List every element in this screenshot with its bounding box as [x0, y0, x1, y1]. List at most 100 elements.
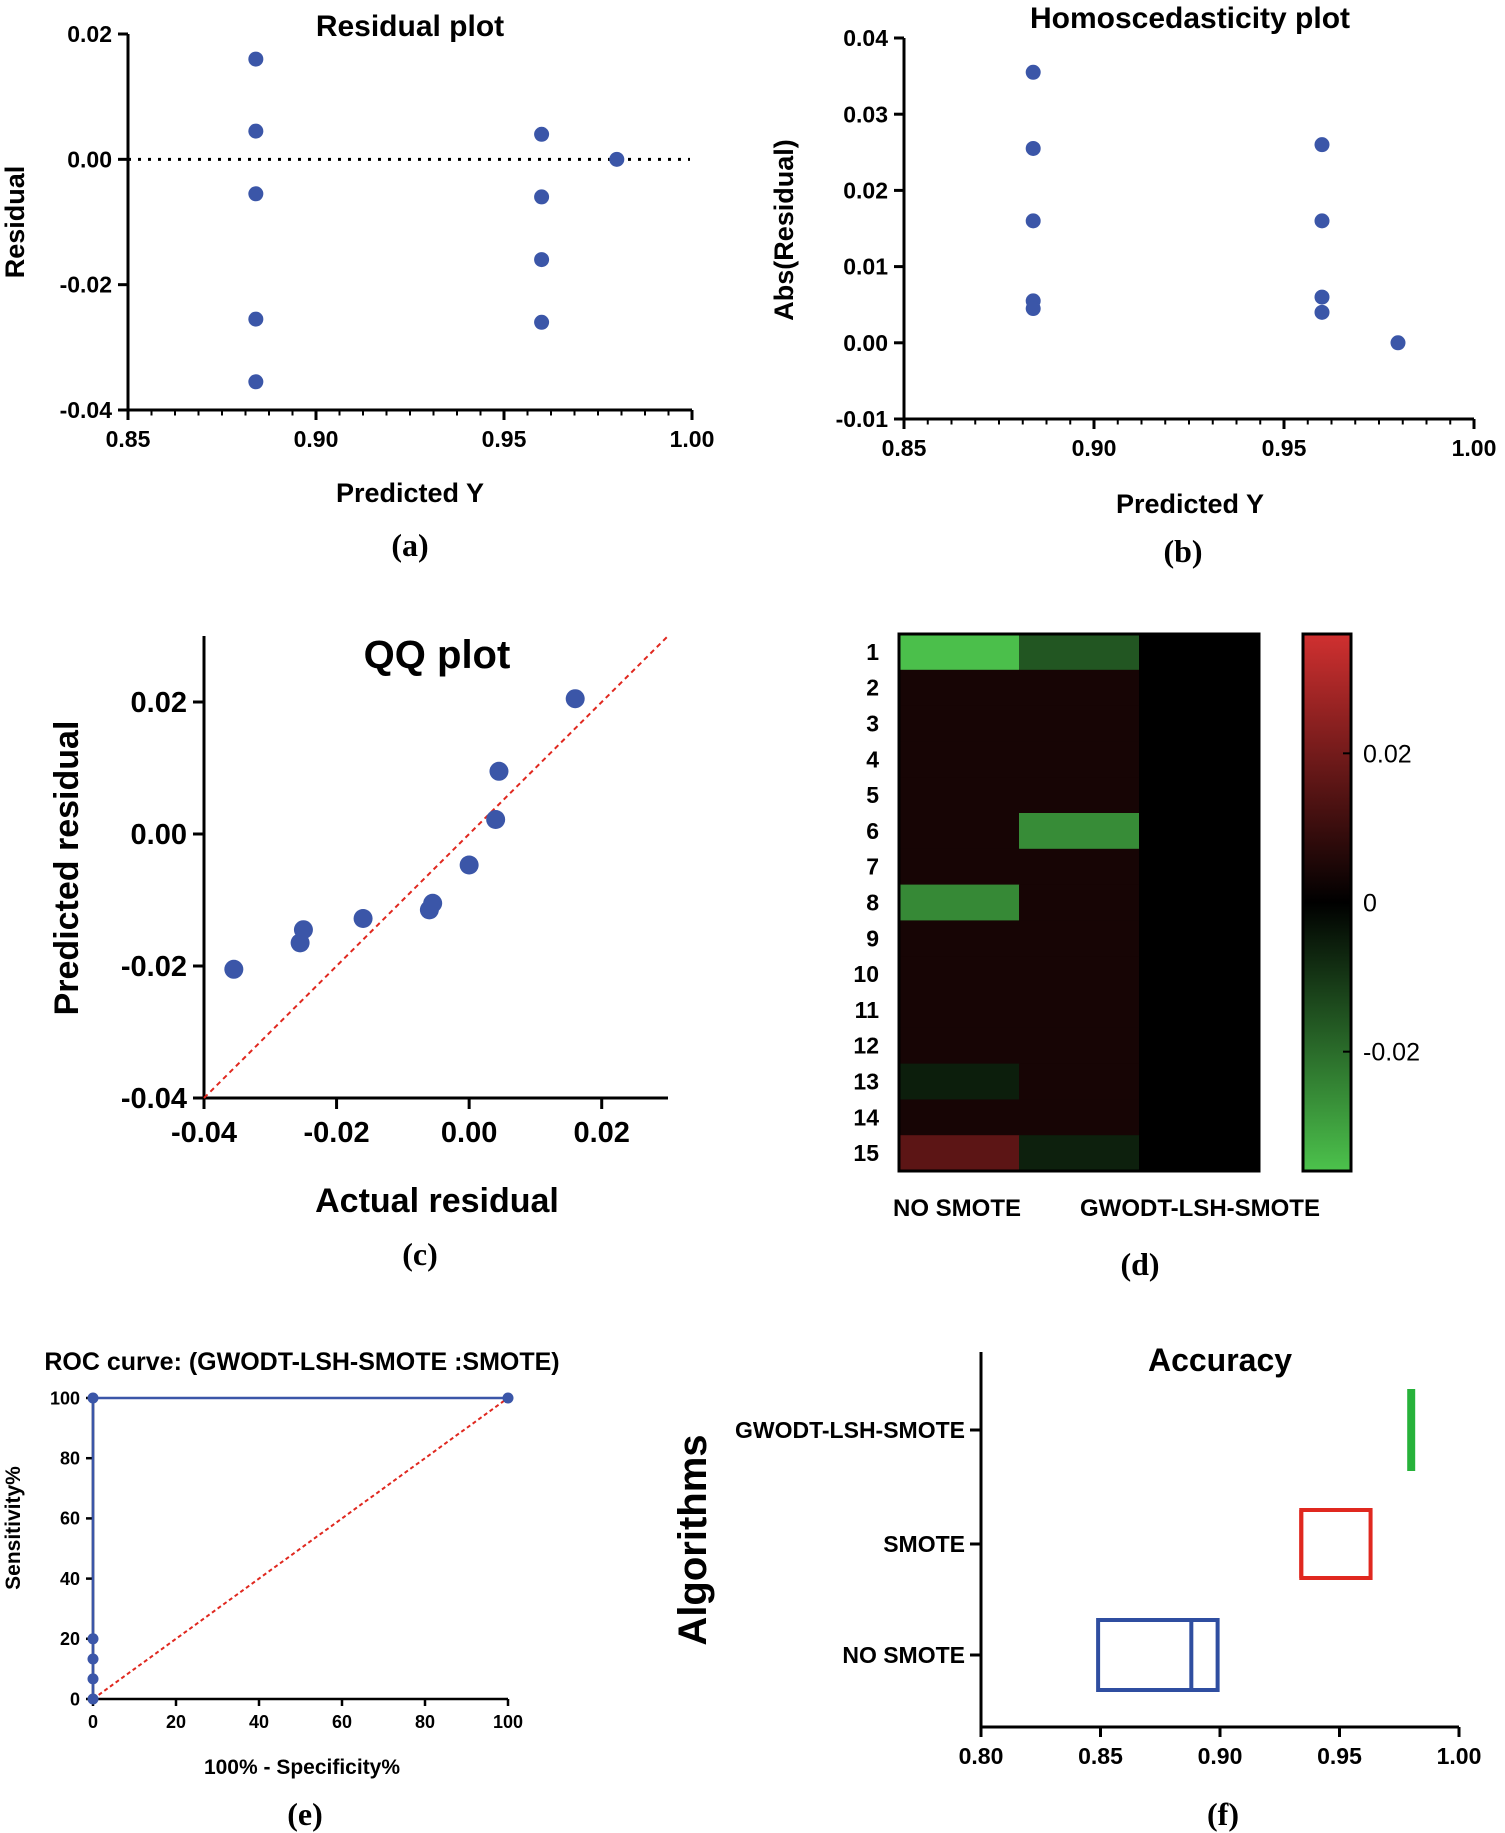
panel-d-heatmap-cell: [899, 705, 1020, 742]
panel-f-category-label: SMOTE: [883, 1531, 965, 1557]
panel-f-box: [1407, 1389, 1416, 1471]
panel-b-data-point: [1314, 137, 1330, 153]
panel-d-heatmap-cell: [1019, 669, 1140, 707]
panel-c-xtick-label: -0.02: [304, 1117, 370, 1149]
panel-b-ytick-label: 0.02: [843, 177, 888, 203]
panel-e-roc-curve: ROC curve: (GWODT-LSH-SMOTE :SMOTE) 100%…: [2, 1348, 560, 1832]
panel-b-ytick-label: 0.04: [843, 25, 888, 51]
panel-a-xtick-label: 0.90: [294, 426, 339, 452]
panel-d-heatmap-cell: [899, 848, 1020, 886]
panel-f-xtick-label: 0.85: [1078, 1743, 1123, 1769]
panel-d-heatmap-cell: [899, 992, 1020, 1029]
panel-c-data-point: [353, 908, 373, 928]
panel-a-data-point: [534, 252, 550, 268]
panel-d-heatmap-cell: [1019, 920, 1140, 957]
panel-d-heatmap-cell: [1019, 848, 1140, 886]
panel-d-heatmap-cell: [1139, 1063, 1260, 1100]
panel-d-heatmap-cell: [1139, 634, 1260, 671]
panel-a-data-point: [248, 51, 264, 67]
panel-f-ylabel: Algorithms: [671, 1434, 715, 1645]
panel-d-heatmap-cell: [899, 956, 1020, 993]
panel-b-data-point: [1390, 335, 1406, 351]
panel-c-xtick-label: -0.04: [171, 1117, 237, 1149]
panel-d-heatmap: NO SMOTE GWODT-LSH-SMOTE (d) 12345678910…: [853, 632, 1420, 1282]
panel-d-heatmap-cell: [1139, 884, 1260, 921]
panel-e-ytick-label: 80: [60, 1449, 80, 1469]
panel-d-heatmap-cell: [899, 1027, 1020, 1065]
panel-c-qq-plot: QQ plot Actual residual Predicted residu…: [48, 633, 669, 1272]
panel-a-xtick-label: 0.85: [106, 426, 151, 452]
panel-e-data-point: [502, 1392, 514, 1404]
panel-c-data-point: [459, 855, 479, 875]
panel-a-xtick-label: 0.95: [482, 426, 527, 452]
panel-c-data-point: [486, 809, 506, 829]
panel-c-data-point: [489, 761, 509, 781]
panel-b-xtick-label: 1.00: [1452, 435, 1497, 461]
panel-d-heatmap-cell: [1139, 848, 1260, 886]
panel-a-ytick-label: -0.04: [60, 397, 113, 423]
panel-b-ytick-label: 0.00: [843, 330, 888, 356]
panel-a-data-point: [248, 374, 264, 390]
panel-f-xtick-label: 0.95: [1317, 1743, 1362, 1769]
panel-d-caption: (d): [1120, 1246, 1159, 1282]
panel-c-caption: (c): [402, 1236, 438, 1272]
panel-e-caption: (e): [287, 1796, 323, 1832]
panel-b-ytick-label: 0.03: [843, 101, 888, 127]
panel-e-ytick-label: 40: [60, 1569, 80, 1589]
panel-f-box: [1096, 1618, 1220, 1692]
panel-d-heatmap-cell: [1019, 1135, 1140, 1172]
panel-e-chance-line: [92, 1397, 509, 1700]
panel-c-ylabel: Predicted residual: [48, 721, 86, 1016]
panel-d-heatmap-cell: [1139, 920, 1260, 957]
panel-d-heatmap-cell: [1019, 741, 1140, 778]
panel-e-data-point: [87, 1633, 99, 1645]
panel-f-category-label: NO SMOTE: [842, 1642, 965, 1668]
panel-d-row-label: 12: [853, 1033, 879, 1059]
panel-f-xtick-label: 0.90: [1198, 1743, 1243, 1769]
panel-d-row-label: 14: [853, 1104, 879, 1130]
panel-d-column-label-no-smote: NO SMOTE: [893, 1195, 1021, 1222]
panel-d-heatmap-cell: [899, 813, 1020, 850]
panel-c-data-point: [565, 689, 585, 709]
panel-d-heatmap-cell: [1139, 1099, 1260, 1136]
panel-a-data-point: [609, 151, 625, 167]
panel-b-title: Homoscedasticity plot: [1030, 2, 1350, 35]
panel-a-ytick-label: -0.02: [60, 272, 112, 298]
panel-b-ytick-label: -0.01: [836, 406, 889, 432]
panel-d-colorbar-tick-label: -0.02: [1363, 1039, 1420, 1067]
panel-d-heatmap-cell: [899, 634, 1020, 671]
panel-b-xtick-label: 0.95: [1262, 435, 1307, 461]
panel-d-row-label: 13: [853, 1069, 879, 1095]
panel-b-xtick-label: 0.90: [1072, 435, 1117, 461]
panel-d-heatmap-cell: [1139, 1135, 1260, 1172]
panel-c-title: QQ plot: [364, 633, 511, 677]
panel-d-row-label: 3: [866, 711, 879, 737]
panel-d-heatmap-cell: [1139, 741, 1260, 778]
panel-b-ytick-label: 0.01: [843, 254, 888, 280]
panel-a-data-point: [534, 189, 550, 205]
panel-d-row-label: 1: [866, 639, 879, 665]
panel-e-ytick-label: 0: [70, 1689, 80, 1709]
panel-d-heatmap-cell: [1139, 1027, 1260, 1065]
panel-f-xtick-label: 0.80: [959, 1743, 1004, 1769]
panel-d-heatmap-cell: [899, 1063, 1020, 1100]
panel-d-heatmap-cell: [899, 884, 1020, 921]
panel-d-row-label: 11: [855, 997, 880, 1023]
panel-b-homoscedasticity-plot: Homoscedasticity plot Predicted Y Abs(Re…: [769, 2, 1496, 569]
panel-e-ytick-label: 60: [60, 1509, 80, 1529]
panel-e-title: ROC curve: (GWODT-LSH-SMOTE :SMOTE): [44, 1348, 559, 1376]
panel-e-xtick-label: 0: [88, 1712, 98, 1732]
panel-a-data-point: [248, 311, 264, 327]
panel-c-ytick-label: 0.00: [131, 819, 187, 851]
panel-f-title: Accuracy: [1148, 1342, 1292, 1378]
panel-a-ytick-label: 0.02: [67, 21, 112, 47]
panel-b-data-point: [1314, 304, 1330, 320]
panel-d-heatmap-cell: [899, 1135, 1020, 1172]
panel-a-caption: (a): [391, 527, 428, 563]
panel-d-row-label: 8: [866, 890, 879, 916]
panel-d-heatmap-cell: [1019, 1063, 1140, 1100]
panel-a-residual-plot: Residual plot Predicted Y Residual (a) -…: [0, 10, 714, 563]
panel-e-ylabel: Sensitivity%: [2, 1466, 25, 1590]
panel-d-heatmap-cell: [1019, 992, 1140, 1029]
panel-d-heatmap-cell: [1019, 777, 1140, 814]
